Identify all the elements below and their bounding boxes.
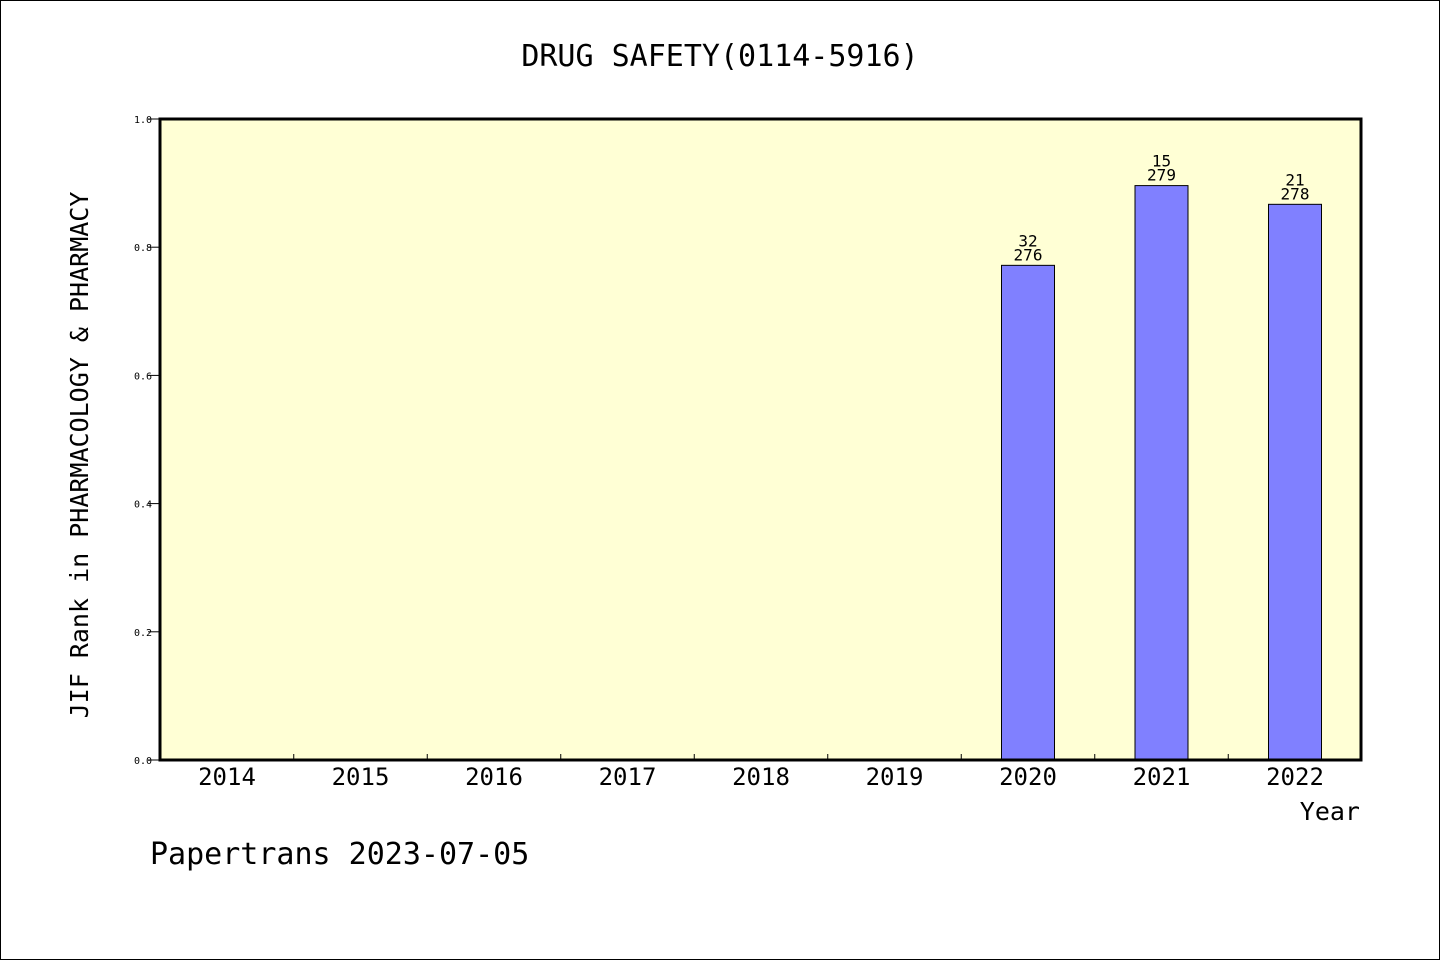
y-tick-label: 0.6 [134,371,152,382]
x-axis-label: Year [1300,797,1360,826]
y-tick-label: 0.8 [134,243,152,254]
y-axis-label: JIF Rank in PHARMACOLOGY & PHARMACY [65,192,94,719]
x-tick-label: 2021 [1133,763,1191,791]
x-tick-label: 2015 [332,763,390,791]
x-tick-label: 2016 [465,763,523,791]
bar-label-rank: 15 [1152,152,1171,171]
x-tick-label: 2022 [1266,763,1324,791]
y-tick-label: 0.2 [134,628,152,639]
bar-label-total: 276 [1014,245,1043,264]
x-tick-label: 2017 [599,763,657,791]
footer-watermark: Papertrans 2023-07-05 [150,837,529,872]
x-tick-label: 2019 [866,763,924,791]
y-tick-label: 0.0 [134,756,152,767]
x-tick-label: 2014 [198,763,256,791]
bars [1001,185,1322,761]
chart-title: DRUG SAFETY(0114-5916) [521,39,918,74]
bar-label-total: 279 [1147,166,1176,185]
bar [1134,185,1189,761]
bar [1268,203,1322,761]
y-axis-ticks: 0.0 0.2 0.4 0.6 0.8 1.0 [134,115,160,767]
bar-label-total: 278 [1281,184,1310,203]
plot-border [158,117,1363,762]
x-tick-label: 2018 [732,763,790,791]
bar [1001,264,1055,761]
bar-label-rank: 32 [1018,231,1037,250]
y-tick-label: 0.4 [134,500,152,511]
x-tick-label: 2020 [999,763,1057,791]
bar-label-rank: 21 [1285,170,1304,189]
y-tick-label: 1.0 [134,115,152,126]
x-axis-ticks: 2014 2015 2016 2017 2018 2019 2020 2021 2022 [198,754,1324,791]
